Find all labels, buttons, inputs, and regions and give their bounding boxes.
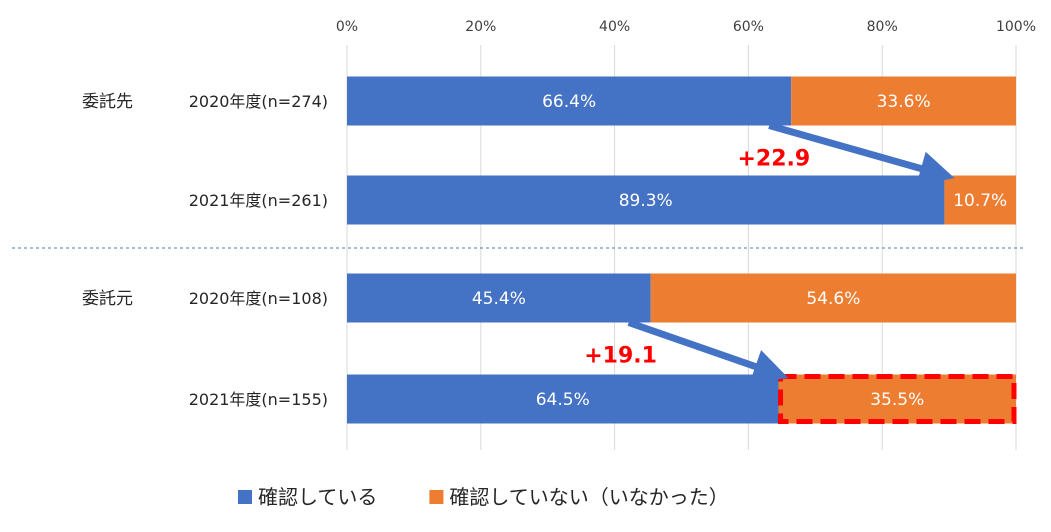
x-tick-label: 100% <box>996 19 1036 35</box>
bar-value-label: 10.7% <box>953 191 1007 211</box>
group-label: 委託先 <box>82 92 133 112</box>
change-arrow <box>627 319 789 384</box>
change-label: +22.9 <box>737 147 810 172</box>
change-arrow <box>768 122 955 186</box>
legend-label: 確認している <box>258 485 377 509</box>
bar-value-label: 35.5% <box>870 390 924 410</box>
change-label: +19.1 <box>584 344 657 369</box>
bar-segment-not-confirmed <box>791 76 1016 126</box>
legend-swatch <box>429 490 444 504</box>
row-label: 2021年度(n=155) <box>189 390 328 409</box>
bar-segment-not-confirmed <box>944 175 1016 225</box>
bar-segment-confirmed <box>347 374 779 424</box>
bar-value-label: 45.4% <box>472 289 526 309</box>
bar-segment-confirmed <box>347 76 792 126</box>
bar-value-label: 54.6% <box>806 289 860 309</box>
x-tick-label: 80% <box>867 19 898 35</box>
x-tick-label: 20% <box>465 19 496 35</box>
bar-value-label: 66.4% <box>542 92 596 112</box>
bar-value-label: 64.5% <box>536 390 590 410</box>
x-tick-label: 0% <box>336 19 358 35</box>
row-label: 2021年度(n=261) <box>189 191 328 210</box>
bar-value-label: 33.6% <box>877 92 931 112</box>
x-tick-label: 60% <box>733 19 764 35</box>
group-label: 委託元 <box>82 289 133 309</box>
bar-segment-not-confirmed <box>650 273 1016 323</box>
legend-label: 確認していない（いなかった） <box>449 485 728 509</box>
bar-segment-confirmed <box>347 175 945 225</box>
bar-segment-not-confirmed <box>778 374 1016 424</box>
legend-swatch <box>238 490 252 504</box>
row-label: 2020年度(n=274) <box>189 92 328 111</box>
row-label: 2020年度(n=108) <box>189 289 328 308</box>
bar-segment-confirmed <box>347 273 651 323</box>
highlight-box <box>778 374 1017 424</box>
x-tick-label: 40% <box>599 19 630 35</box>
bar-value-label: 89.3% <box>619 191 673 211</box>
